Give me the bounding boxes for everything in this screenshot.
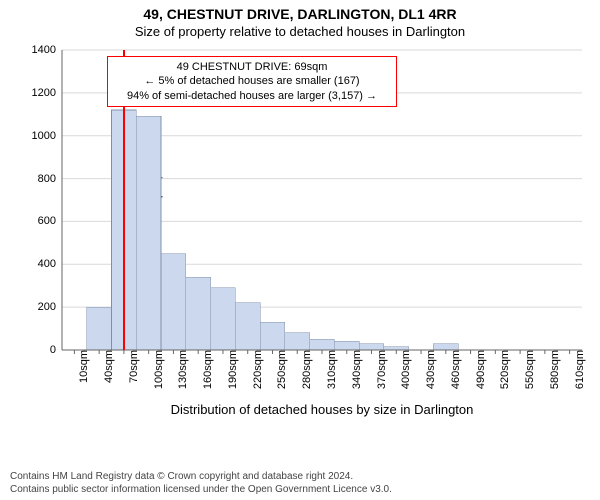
y-tick-label: 800 <box>38 173 62 185</box>
histogram-bar <box>235 303 260 350</box>
plot: 0200400600800100012001400 10sqm40sqm70sq… <box>62 50 582 350</box>
histogram-bar <box>136 116 161 350</box>
x-tick-label: 10sqm <box>74 350 90 383</box>
x-tick-label: 550sqm <box>520 350 536 389</box>
x-tick-label: 130sqm <box>173 350 189 389</box>
chart-container: 49, CHESTNUT DRIVE, DARLINGTON, DL1 4RR … <box>0 0 600 500</box>
x-tick-label: 310sqm <box>322 350 338 389</box>
x-tick-label: 520sqm <box>495 350 511 389</box>
x-axis-label: Distribution of detached houses by size … <box>62 402 582 417</box>
x-tick-label: 490sqm <box>471 350 487 389</box>
annotation-line-2: ← 5% of detached houses are smaller (167… <box>116 74 388 88</box>
y-tick-label: 400 <box>38 258 62 270</box>
x-tick-label: 460sqm <box>446 350 462 389</box>
plot-area: Number of detached properties 0200400600… <box>62 50 582 410</box>
histogram-bar <box>285 333 310 350</box>
histogram-bar <box>87 307 112 350</box>
x-tick-label: 430sqm <box>421 350 437 389</box>
y-tick-label: 600 <box>38 215 62 227</box>
histogram-bar <box>161 254 186 350</box>
x-tick-label: 250sqm <box>272 350 288 389</box>
x-ticks: 10sqm 40sqm 70sqm 100sqm 130sqm 160sqm 190sqm 2… <box>62 350 582 398</box>
histogram-bar <box>211 288 236 350</box>
histogram-bar <box>310 339 335 350</box>
chart-subtitle: Size of property relative to detached ho… <box>0 22 600 39</box>
annotation-line-1: 49 CHESTNUT DRIVE: 69sqm <box>116 60 388 74</box>
y-tick-label: 1200 <box>32 87 62 99</box>
footnote-line-2: Contains public sector information licen… <box>10 484 392 497</box>
footnote: Contains HM Land Registry data © Crown c… <box>10 471 392 496</box>
x-tick-label: 610sqm <box>570 350 586 389</box>
x-tick-label: 100sqm <box>149 350 165 389</box>
histogram-bar <box>260 322 285 350</box>
chart-title: 49, CHESTNUT DRIVE, DARLINGTON, DL1 4RR <box>0 0 600 22</box>
x-tick-label: 160sqm <box>198 350 214 389</box>
histogram-bar <box>186 277 211 350</box>
footnote-line-1: Contains HM Land Registry data © Crown c… <box>10 471 392 484</box>
x-tick-label: 190sqm <box>223 350 239 389</box>
histogram-bar <box>334 341 359 350</box>
x-tick-label: 70sqm <box>124 350 140 383</box>
y-tick-label: 1000 <box>32 130 62 142</box>
x-tick-label: 40sqm <box>99 350 115 383</box>
annotation-box: 49 CHESTNUT DRIVE: 69sqm ← 5% of detache… <box>107 56 397 107</box>
y-tick-label: 200 <box>38 301 62 313</box>
annotation-line-3: 94% of semi-detached houses are larger (… <box>116 89 388 103</box>
x-tick-label: 580sqm <box>545 350 561 389</box>
x-tick-label: 340sqm <box>347 350 363 389</box>
y-tick-label: 0 <box>50 344 62 356</box>
y-tick-label: 1400 <box>32 44 62 56</box>
x-tick-label: 220sqm <box>248 350 264 389</box>
x-tick-label: 370sqm <box>372 350 388 389</box>
x-tick-label: 400sqm <box>396 350 412 389</box>
x-tick-label: 280sqm <box>297 350 313 389</box>
